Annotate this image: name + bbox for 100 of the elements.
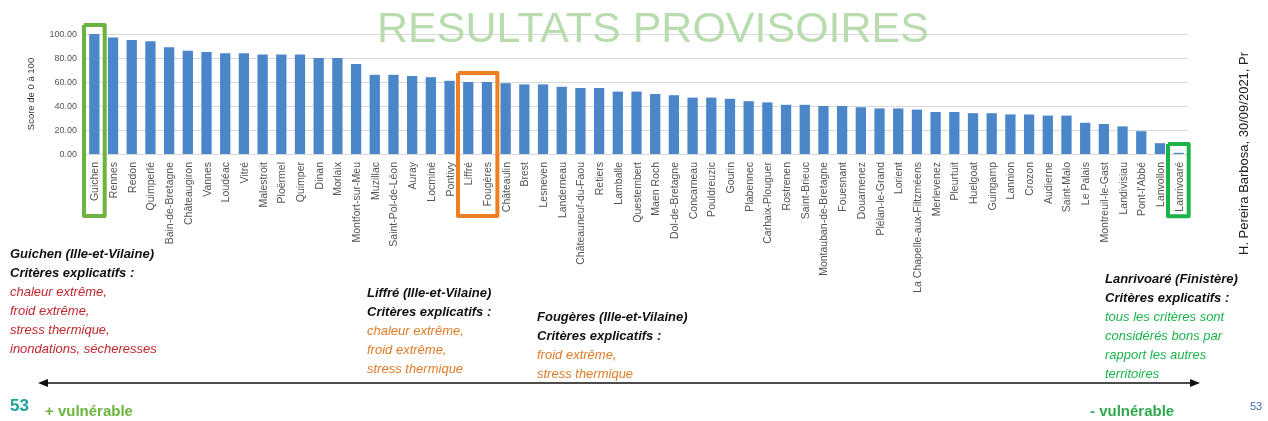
bar [1023, 114, 1035, 154]
bar [762, 102, 773, 154]
x-tick-label: Lanvollon [1153, 161, 1166, 207]
bar [1005, 114, 1016, 154]
x-tick-label: Douarnenez [854, 162, 867, 220]
x-tick-label: Landivisiau [1116, 161, 1129, 215]
bar [911, 109, 923, 154]
x-tick-label: Pontivy [443, 161, 456, 197]
y-tick-label: 100.00 [49, 29, 77, 39]
bar [650, 94, 661, 154]
x-tick-label: Questembert [630, 161, 643, 223]
bar [930, 112, 941, 154]
bar [631, 91, 642, 154]
x-tick-label: Fouesnant [836, 161, 849, 212]
bar [855, 107, 866, 154]
x-tick-label: Châteauneuf-du-Faou [574, 161, 587, 265]
bar [1117, 126, 1128, 154]
x-tick-label: Guingamp [985, 161, 998, 211]
y-tick-label: 60.00 [54, 77, 77, 87]
x-tick-label: Saint-Brieuc [798, 162, 811, 220]
x-tick-label: Vannes [200, 162, 213, 197]
x-tick-label: Lannion [1004, 161, 1017, 200]
x-tick-label: Merlevenez [929, 162, 942, 217]
bar [743, 101, 754, 154]
x-tick-label: Redon [125, 161, 138, 193]
text: H. Pereira Barbosa, 30/09/2021, Pr [1236, 51, 1251, 255]
bar [612, 91, 623, 154]
text: - vulnérable [1090, 402, 1175, 419]
x-tick-label: Lorient [892, 161, 905, 195]
bar [369, 74, 380, 154]
x-tick-label: Loudéac [219, 162, 232, 203]
x-tick-label: Lesneven [537, 161, 550, 208]
y-tick-label: 40.00 [54, 101, 77, 111]
x-tick-label: Vitré [237, 161, 250, 184]
x-tick-label: Dinan [312, 161, 325, 190]
x-tick-label: Carhaix-Plouguer [761, 161, 774, 244]
y-axis-title: Score de 0 à 100 [24, 57, 36, 131]
x-tick-label: Gourin [723, 161, 736, 194]
bar [818, 106, 829, 154]
x-tick-label: Plélan-le-Grand [873, 161, 886, 236]
text: Guichen (Ille-et-Vilaine) Critères explicatifs : chaleur extrême, froid extrême, stress thermique, inondations, sécheresses [10, 245, 157, 358]
bar [257, 54, 268, 154]
x-tick-label: Crozon [1023, 161, 1036, 196]
x-tick-label: Audierne [1041, 161, 1054, 205]
bar [1098, 124, 1110, 154]
x-tick-label: Fougères [480, 162, 493, 207]
bar [201, 52, 212, 154]
x-tick-label: Liffré [462, 161, 475, 186]
bar [220, 53, 231, 154]
x-tick-label: Châteaulin [499, 161, 512, 213]
bar [276, 54, 287, 154]
x-tick-label: Concarneau [686, 161, 699, 220]
x-tick-label: Saint-Malo [1060, 161, 1073, 213]
bar [407, 76, 418, 154]
bar [425, 77, 436, 154]
x-tick-label: Lanrivoaré [1172, 161, 1185, 212]
x-tick-label: Retiers [593, 162, 606, 196]
bar [967, 113, 979, 154]
bar [332, 58, 343, 154]
x-tick-label: Brest [518, 161, 531, 187]
bar [145, 41, 156, 154]
x-tick-label: Montauban-de-Bretagne [817, 161, 830, 276]
text: Fougères (Ille-et-Vilaine) Critères explicatifs : froid extrême, stress thermique [537, 308, 688, 383]
bar [519, 84, 530, 154]
y-tick-label: 80.00 [54, 53, 77, 63]
x-tick-label: Pont-l'Abbé [1135, 161, 1148, 216]
bar [313, 58, 324, 154]
x-tick-label: Lamballe [611, 161, 624, 205]
y-tick-label: 0.00 [59, 149, 77, 159]
x-tick-label: Plabennec [742, 162, 755, 212]
bar [388, 74, 399, 154]
bar [1154, 143, 1166, 154]
bar [126, 40, 137, 154]
x-tick-label: Quimper [293, 161, 306, 203]
bar [799, 104, 810, 154]
x-tick-label: Dol-de-Bretagne [667, 161, 680, 240]
x-tick-label: Locminé [424, 161, 437, 202]
x-tick-label: Muzillac [368, 162, 381, 200]
bar [444, 80, 455, 154]
x-tick-label: Montreuil-le-Gast [1097, 161, 1110, 243]
x-tick-label: Montfort-sur-Meu [350, 161, 363, 243]
x-tick-label: Rennes [107, 162, 120, 199]
bar [687, 97, 698, 154]
bar [107, 37, 119, 154]
text: Liffré (Ille-et-Vilaine) Critères explicatifs : chaleur extrême, froid extrême, stress thermique [367, 284, 492, 378]
bar [89, 34, 100, 154]
bar [593, 88, 605, 154]
bar [182, 50, 193, 154]
bar [238, 53, 250, 154]
y-tick-label: 20.00 [54, 125, 77, 135]
bar [556, 86, 567, 154]
x-tick-label: Pleurtuit [948, 161, 961, 201]
x-tick-label: Saint-Pol-de-Léon [387, 161, 400, 247]
x-tick-label: Ploërmel [275, 162, 288, 204]
bar [1080, 122, 1091, 154]
bar [500, 83, 511, 154]
bar [481, 82, 493, 154]
x-tick-label: Maen Roch [649, 161, 662, 216]
bar [837, 106, 848, 154]
bar [706, 97, 717, 154]
